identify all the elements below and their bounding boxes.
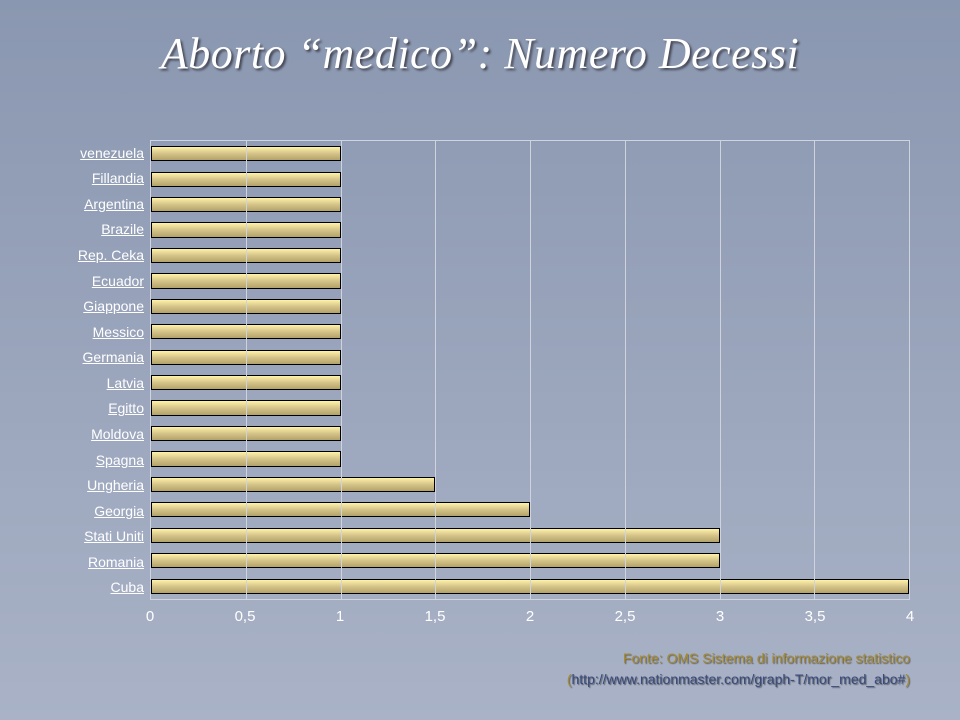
y-axis-label: Rep. Ceka	[50, 242, 150, 268]
page-title: Aborto “medico”: Numero Decessi	[0, 28, 960, 79]
y-axis-label: Egitto	[50, 396, 150, 422]
y-axis-label: Cuba	[50, 575, 150, 601]
y-axis-label: venezuela	[50, 140, 150, 166]
x-axis-tick-label: 4	[906, 608, 914, 625]
y-axis-label: Moldova	[50, 421, 150, 447]
y-axis-labels: venezuelaFillandiaArgentinaBrazileRep. C…	[50, 140, 150, 600]
y-axis-label: Stati Uniti	[50, 523, 150, 549]
y-axis-label: Germania	[50, 345, 150, 371]
x-axis-tick-label: 2,5	[615, 608, 636, 625]
chart-plot-area	[150, 140, 910, 600]
gridline	[246, 141, 247, 599]
x-axis-tick-label: 2	[526, 608, 534, 625]
x-axis-tick-label: 3	[716, 608, 724, 625]
source-citation: Fonte: OMS Sistema di informazione stati…	[567, 648, 910, 690]
paren-close: )	[905, 671, 910, 687]
gridline	[720, 141, 721, 599]
gridline	[530, 141, 531, 599]
gridline	[435, 141, 436, 599]
source-line-2: (http://www.nationmaster.com/graph-T/mor…	[567, 669, 910, 690]
gridline	[814, 141, 815, 599]
y-axis-label: Fillandia	[50, 166, 150, 192]
x-axis: 00,511,522,533,54	[150, 602, 910, 632]
y-axis-label: Giappone	[50, 293, 150, 319]
y-axis-label: Argentina	[50, 191, 150, 217]
y-axis-label: Georgia	[50, 498, 150, 524]
y-axis-label: Latvia	[50, 370, 150, 396]
x-axis-tick-label: 0	[146, 608, 154, 625]
gridline	[341, 141, 342, 599]
y-axis-label: Ungheria	[50, 472, 150, 498]
y-axis-label: Spagna	[50, 447, 150, 473]
gridline	[625, 141, 626, 599]
y-axis-label: Brazile	[50, 217, 150, 243]
x-axis-tick-label: 3,5	[805, 608, 826, 625]
gridline	[909, 141, 910, 599]
x-axis-tick-label: 0,5	[235, 608, 256, 625]
source-url: http://www.nationmaster.com/graph-T/mor_…	[572, 671, 906, 687]
data-bar	[151, 477, 435, 492]
y-axis-label: Ecuador	[50, 268, 150, 294]
chart-container: venezuelaFillandiaArgentinaBrazileRep. C…	[50, 140, 910, 600]
y-axis-label: Romania	[50, 549, 150, 575]
y-axis-label: Messico	[50, 319, 150, 345]
x-axis-tick-label: 1	[336, 608, 344, 625]
x-axis-tick-label: 1,5	[425, 608, 446, 625]
source-line-1: Fonte: OMS Sistema di informazione stati…	[567, 648, 910, 669]
